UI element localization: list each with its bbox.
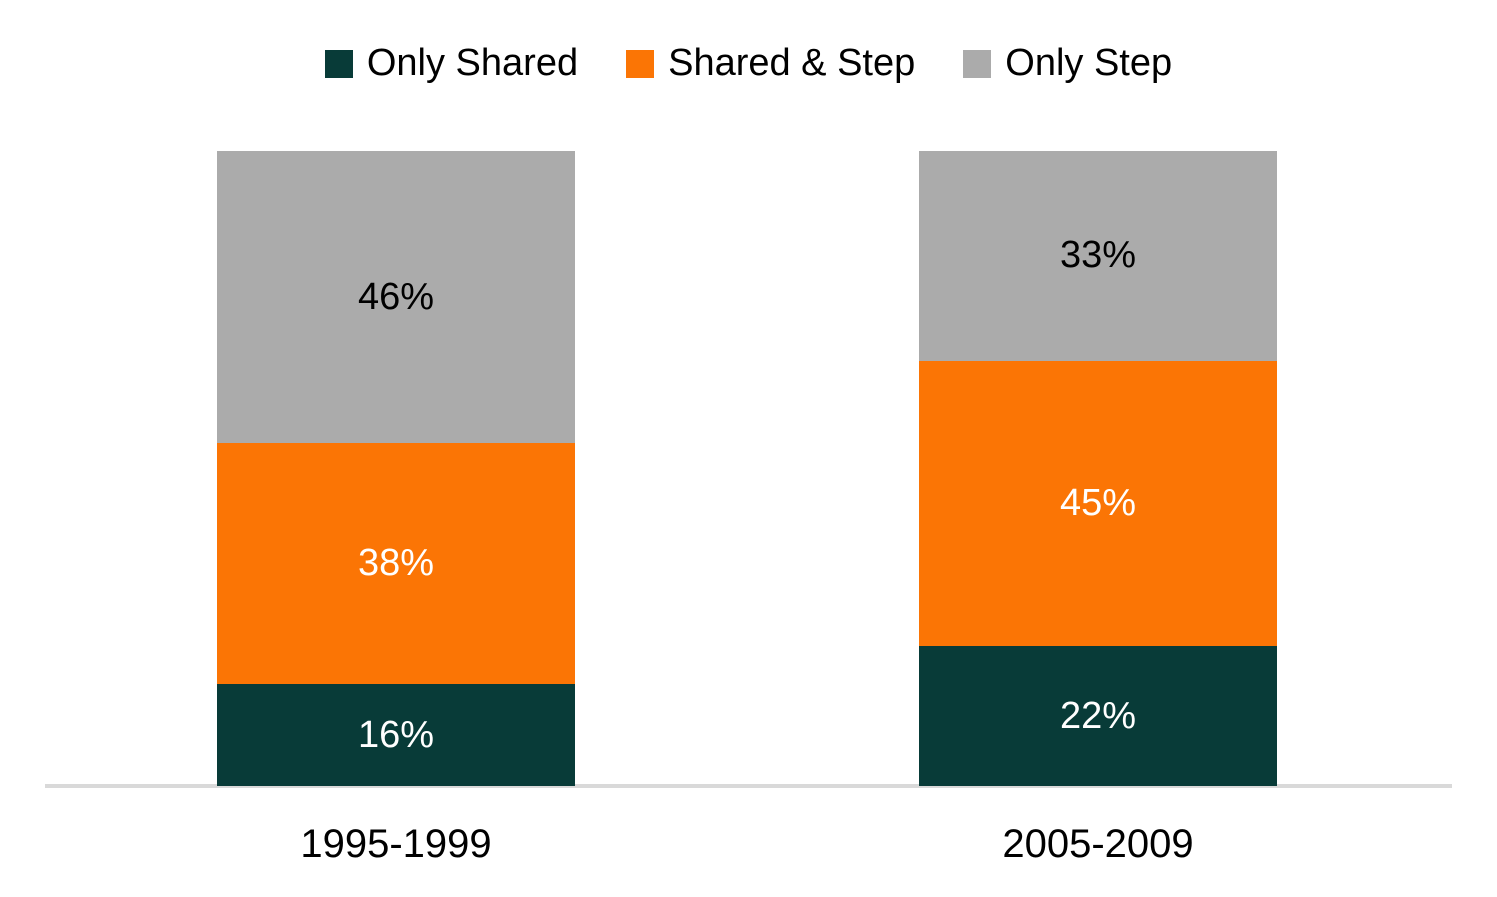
legend-swatch-icon [963,49,992,78]
legend-item-label: Only Shared [366,42,579,84]
bar-segment-shared-step: 45% [919,360,1277,647]
value-label: 22% [1059,694,1137,737]
legend-item-2: Only Step [963,42,1172,85]
x-axis-line [45,784,1452,788]
bar-segment-only-shared: 22% [919,646,1277,786]
legend-item-1: Shared & Step [626,42,915,85]
value-label: 38% [357,542,435,585]
bar-2005-2009: 33% 45% 22% [919,151,1277,786]
value-label: 46% [357,275,435,318]
legend-item-label: Only Step [1005,42,1173,84]
bar-segment-only-step: 46% [217,151,575,444]
bar-segment-only-shared: 16% [217,684,575,786]
value-label: 16% [357,713,435,756]
legend-item-0: Only Shared [324,42,579,85]
bar-segment-only-step: 33% [919,151,1277,361]
legend-swatch-icon [324,49,353,78]
bar-1995-1999: 46% 38% 16% [217,151,575,786]
x-axis-category-label: 2005-2009 [1002,822,1194,866]
value-label: 33% [1059,234,1137,277]
x-axis-category-label: 1995-1999 [300,822,492,866]
bar-segment-shared-step: 38% [217,443,575,685]
legend-swatch-icon [626,49,655,78]
legend-item-label: Shared & Step [668,42,916,84]
value-label: 45% [1059,481,1137,524]
chart-legend: Only Shared Shared & Step Only Step [0,42,1497,85]
